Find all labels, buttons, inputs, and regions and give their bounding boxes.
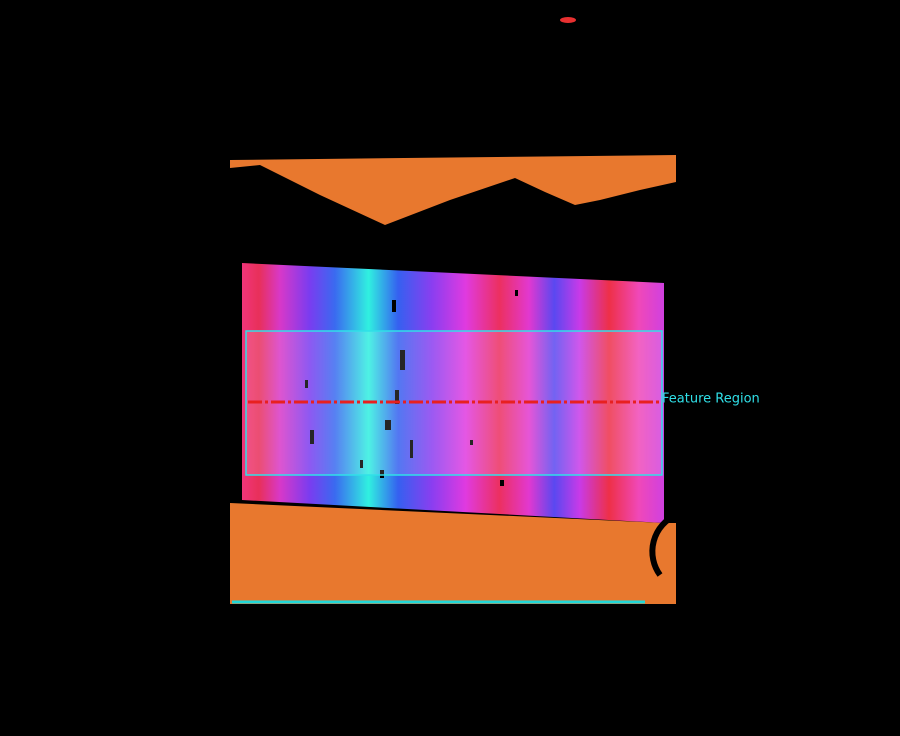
speckles xyxy=(305,290,518,486)
point-blob xyxy=(560,17,576,23)
region-label: Feature Region xyxy=(662,392,760,407)
height-band xyxy=(242,263,664,523)
bottom-surface xyxy=(230,503,676,604)
top-surface xyxy=(230,155,676,225)
edge-arc xyxy=(649,512,678,577)
feature-region[interactable] xyxy=(245,330,663,476)
